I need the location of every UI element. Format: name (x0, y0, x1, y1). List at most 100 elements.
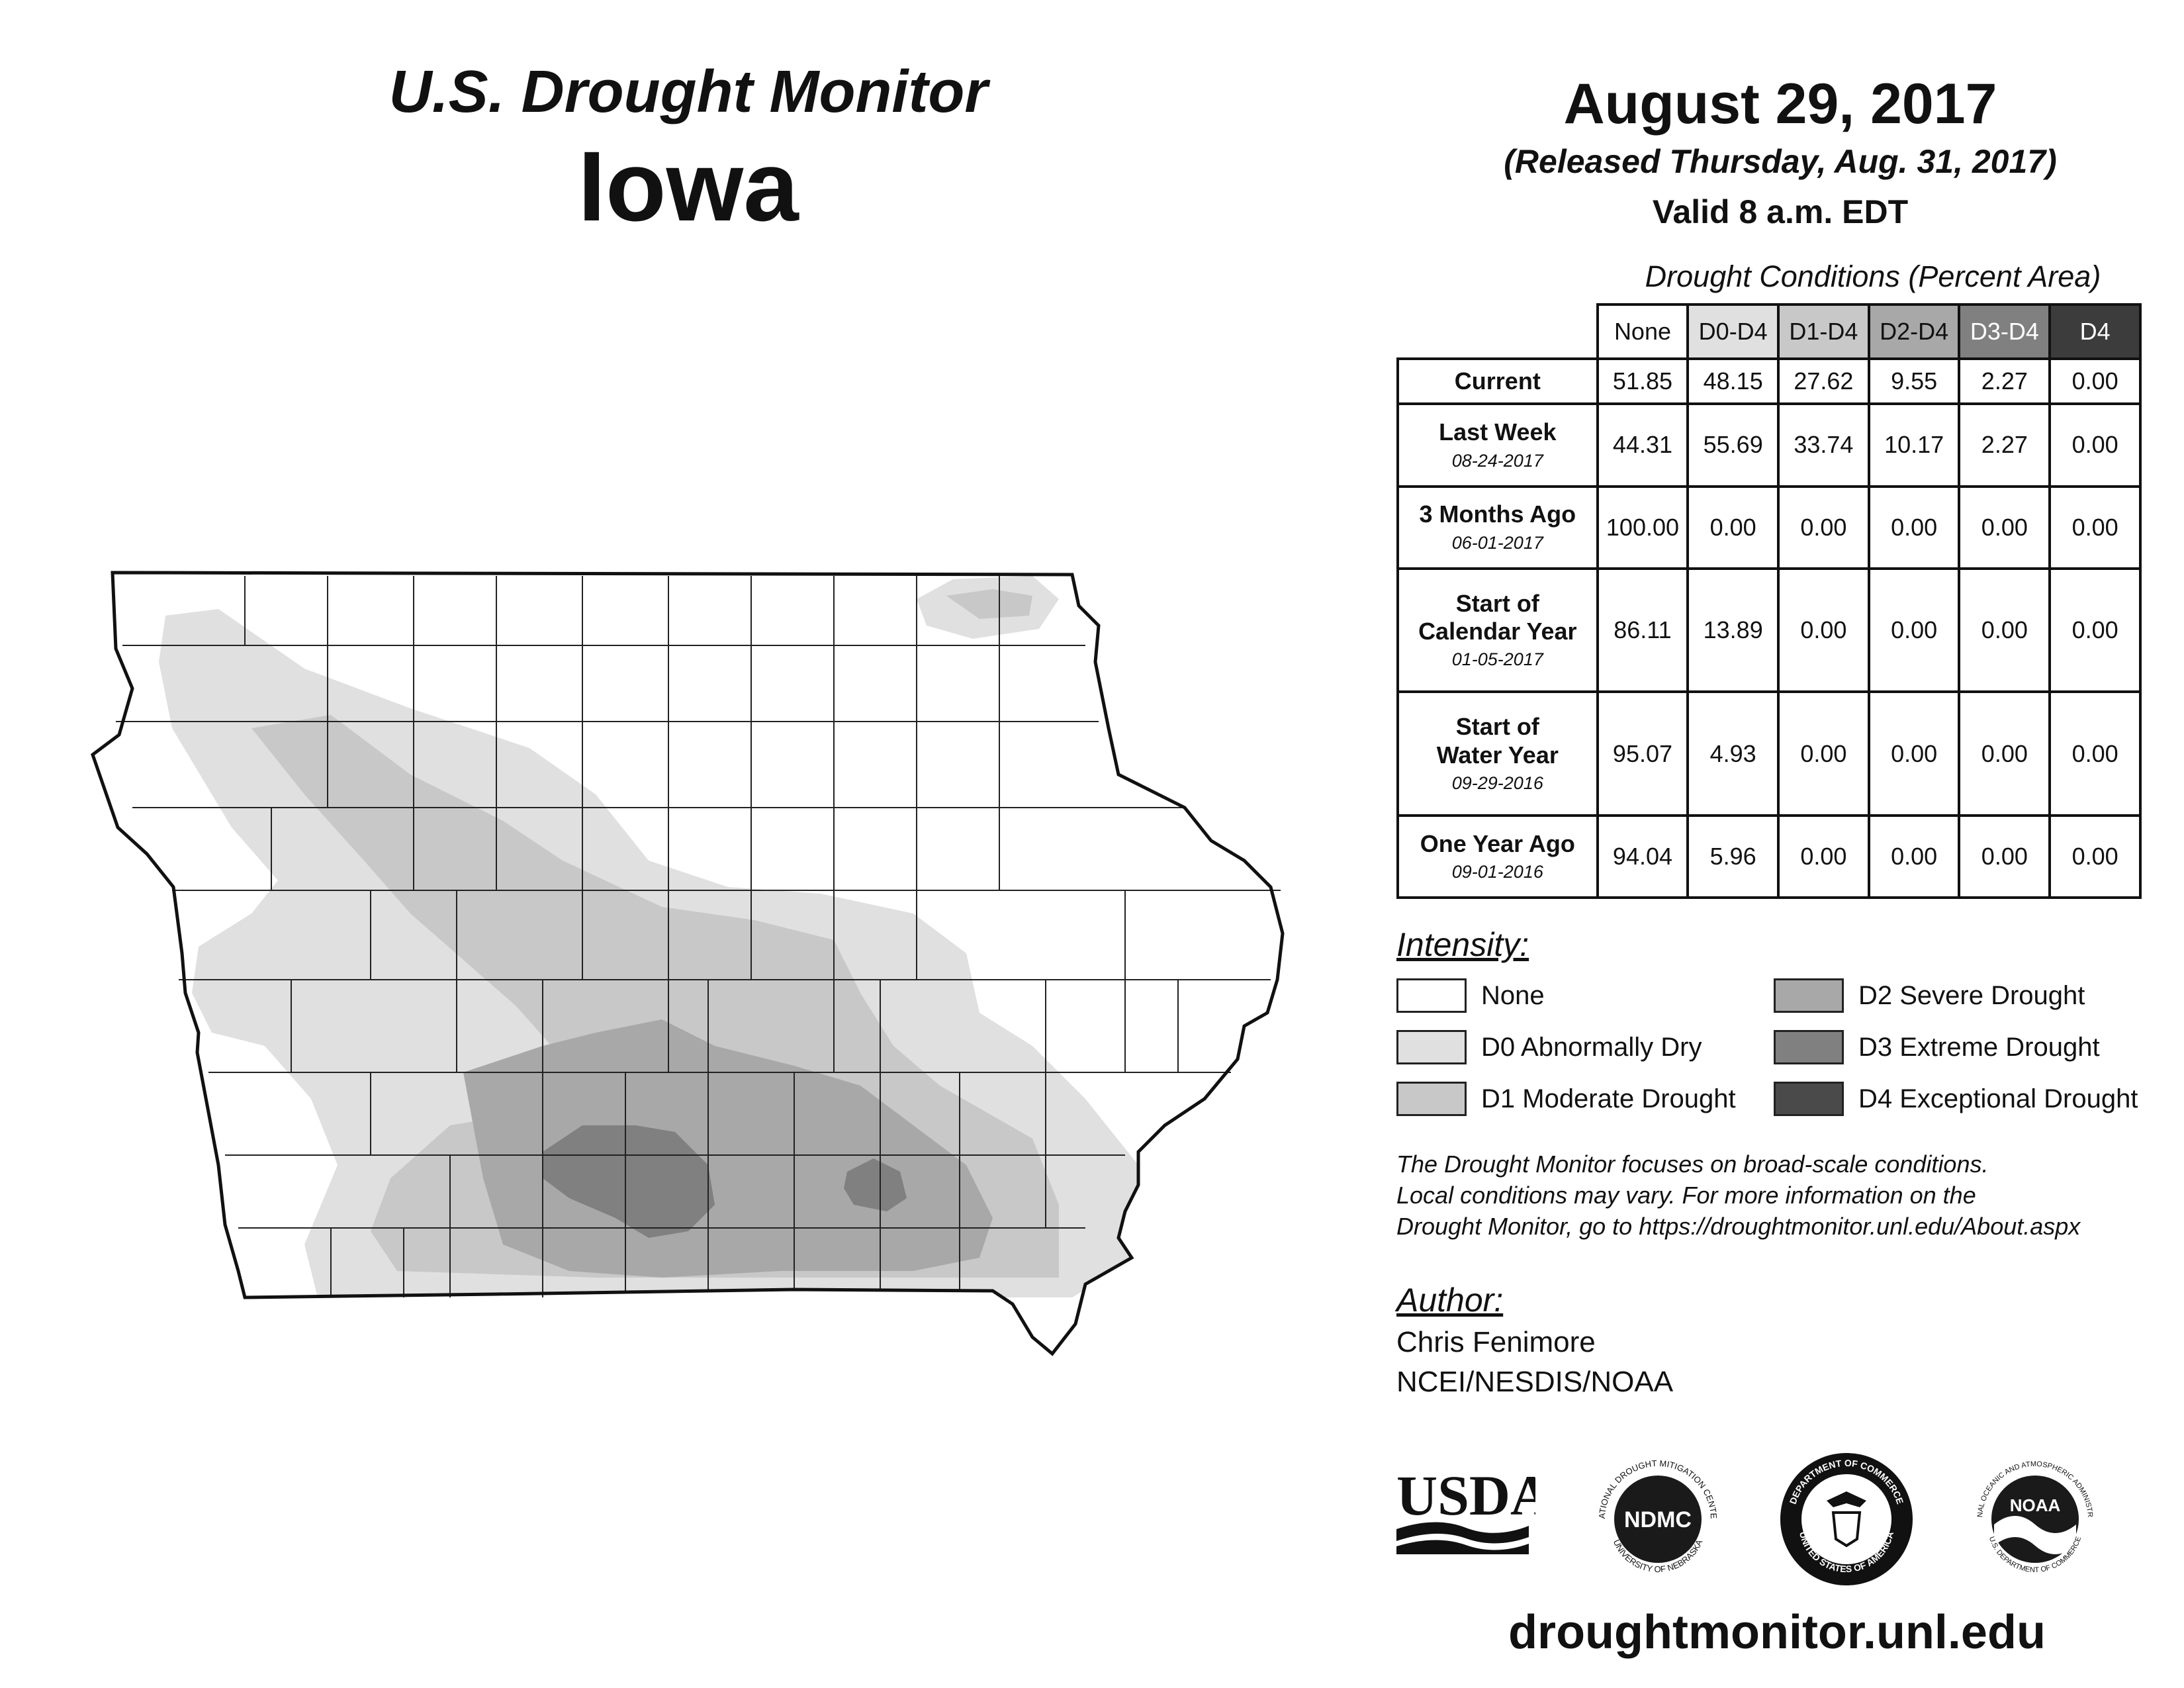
legend-label: D1 Moderate Drought (1481, 1084, 1736, 1113)
legend-swatch (1774, 978, 1844, 1013)
table-cell: 0.00 (2048, 485, 2142, 570)
usda-swoosh-top (1396, 1522, 1529, 1544)
table-row-start-of-water-year: Start of Water Year 09-29-2016 95.07 4.93 … (1396, 690, 2142, 817)
note-line: Local conditions may vary. For more info… (1396, 1181, 1976, 1209)
valid-time: Valid 8 a.m. EDT (1652, 193, 1909, 230)
noaa-logo-text: NOAA (2010, 1495, 2061, 1515)
eagle-icon (1827, 1491, 1866, 1507)
table-cell: 27.62 (1777, 357, 1870, 406)
table-cell: 0.00 (1958, 690, 2052, 817)
legend-swatch (1396, 1082, 1467, 1116)
table-row-one-year-ago: One Year Ago 09-01-2016 94.04 5.96 0.00 0… (1396, 814, 2142, 900)
table-cell: 0.00 (1777, 567, 1870, 694)
iowa-drought-map (91, 571, 1285, 1356)
map-header: U.S. Drought Monitor Iowa (278, 58, 1099, 241)
row-label-text: One Year Ago (1420, 829, 1575, 857)
table-cell: 0.00 (2048, 814, 2142, 900)
row-label-text: Current (1454, 367, 1541, 395)
row-label-3-months-ago: 3 Months Ago 06-01-2017 (1396, 485, 1599, 570)
table-cell: 0.00 (1958, 485, 2052, 570)
map-date: August 29, 2017 (1563, 72, 1997, 136)
table-cell: 95.07 (1596, 690, 1690, 817)
row-label-one-year-ago: One Year Ago 09-01-2016 (1396, 814, 1599, 900)
author-name: Chris Fenimore (1396, 1326, 1596, 1358)
table-cell: 2.27 (1958, 357, 2052, 406)
release-date: (Released Thursday, Aug. 31, 2017) (1504, 143, 2057, 180)
d3-core-east (844, 1158, 907, 1211)
intensity-title: Intensity: (1396, 926, 1529, 963)
row-label-current: Current (1396, 357, 1599, 406)
table-cell: 9.55 (1867, 357, 1961, 406)
table-row-start-of-calendar-year: Start of Calendar Year 01-05-2017 86.11 13… (1396, 567, 2142, 694)
legend-swatch (1396, 1030, 1467, 1064)
row-label-text-2: Water Year (1436, 741, 1559, 769)
row-label-text: Start of (1455, 713, 1539, 741)
row-label-date: 06-01-2017 (1451, 532, 1543, 553)
legend-label: D3 Extreme Drought (1858, 1032, 2100, 1062)
table-caption: Drought Conditions (Percent Area) (1645, 259, 2101, 293)
product-title: U.S. Drought Monitor (388, 59, 988, 125)
legend-label: D4 Exceptional Drought (1858, 1084, 2138, 1113)
shield-icon (1831, 1511, 1862, 1548)
row-label-text-2: Calendar Year (1418, 617, 1577, 645)
legend-label: D2 Severe Drought (1858, 980, 2085, 1010)
legend-swatch (1774, 1030, 1844, 1064)
legend-item-d1: D1 Moderate Drought (1396, 1082, 1736, 1116)
table-cell: 94.04 (1596, 814, 1690, 900)
table-cell: 100.00 (1596, 485, 1690, 570)
row-label-date: 09-29-2016 (1451, 773, 1543, 794)
legend-label: None (1481, 980, 1545, 1010)
table-cell: 44.31 (1596, 402, 1690, 488)
table-cell: 33.74 (1777, 402, 1870, 488)
col-header-d3-d4: D3-D4 (1958, 303, 2052, 360)
row-label-text: Start of (1455, 589, 1539, 617)
disclaimer-note: The Drought Monitor focuses on broad-sca… (1396, 1149, 2158, 1242)
drought-areas (159, 576, 1138, 1297)
col-header-d4: D4 (2048, 303, 2142, 360)
table-cell: 0.00 (2048, 402, 2142, 488)
row-label-text: Last Week (1439, 418, 1557, 446)
row-label-last-week: Last Week 08-24-2017 (1396, 402, 1599, 488)
legend-item-none: None (1396, 978, 1545, 1013)
row-label-date: 01-05-2017 (1451, 649, 1543, 670)
table-cell: 4.93 (1686, 690, 1780, 817)
d1-northeast-core (946, 589, 1032, 619)
d3-core-west (543, 1125, 715, 1238)
legend-swatch (1396, 978, 1467, 1013)
table-cell: 0.00 (1958, 814, 2052, 900)
table-cell: 0.00 (1686, 485, 1780, 570)
legend-item-d2: D2 Severe Drought (1774, 978, 2085, 1013)
table-cell: 0.00 (1777, 690, 1870, 817)
legend-swatch (1774, 1082, 1844, 1116)
d2-area (463, 1019, 993, 1278)
legend-item-d0: D0 Abnormally Dry (1396, 1030, 1702, 1064)
seal-inner-disc (1801, 1474, 1891, 1564)
table-cell: 0.00 (1958, 567, 2052, 694)
site-url[interactable]: droughtmonitor.unl.edu (1508, 1606, 2046, 1659)
table-cell: 0.00 (2048, 567, 2142, 694)
d2-south-central (463, 1019, 993, 1278)
note-line: The Drought Monitor focuses on broad-sca… (1396, 1150, 1989, 1178)
col-header-d1-d4: D1-D4 (1777, 303, 1870, 360)
table-cell: 13.89 (1686, 567, 1780, 694)
table-cell: 0.00 (1867, 485, 1961, 570)
table-cell: 0.00 (1867, 814, 1961, 900)
legend-item-d3: D3 Extreme Drought (1774, 1030, 2100, 1064)
col-header-d2-d4: D2-D4 (1867, 303, 1961, 360)
state-title: Iowa (578, 130, 799, 242)
d3-area (543, 1125, 907, 1238)
col-header-none: None (1596, 303, 1690, 360)
drought-conditions-table: None D0-D4 D1-D4 D2-D4 D3-D4 D4 Current … (1396, 303, 2142, 900)
row-label-start-of-calendar-year: Start of Calendar Year 01-05-2017 (1396, 567, 1599, 694)
usda-logo-text: USDA (1396, 1464, 1535, 1527)
noaa-logo: NOAA NATIONAL OCEANIC AND ATMOSPHERIC AD… (1962, 1446, 2094, 1574)
ndmc-disc (1614, 1476, 1702, 1563)
table-cell: 0.00 (1867, 567, 1961, 694)
table-cell: 10.17 (1867, 402, 1961, 488)
legend-label: D0 Abnormally Dry (1481, 1032, 1702, 1062)
table-cell: 0.00 (2048, 690, 2142, 817)
table-cell: 55.69 (1686, 402, 1780, 488)
county-lines (116, 576, 1281, 1297)
header-blank-cell (1398, 305, 1599, 360)
table-cell: 5.96 (1686, 814, 1780, 900)
